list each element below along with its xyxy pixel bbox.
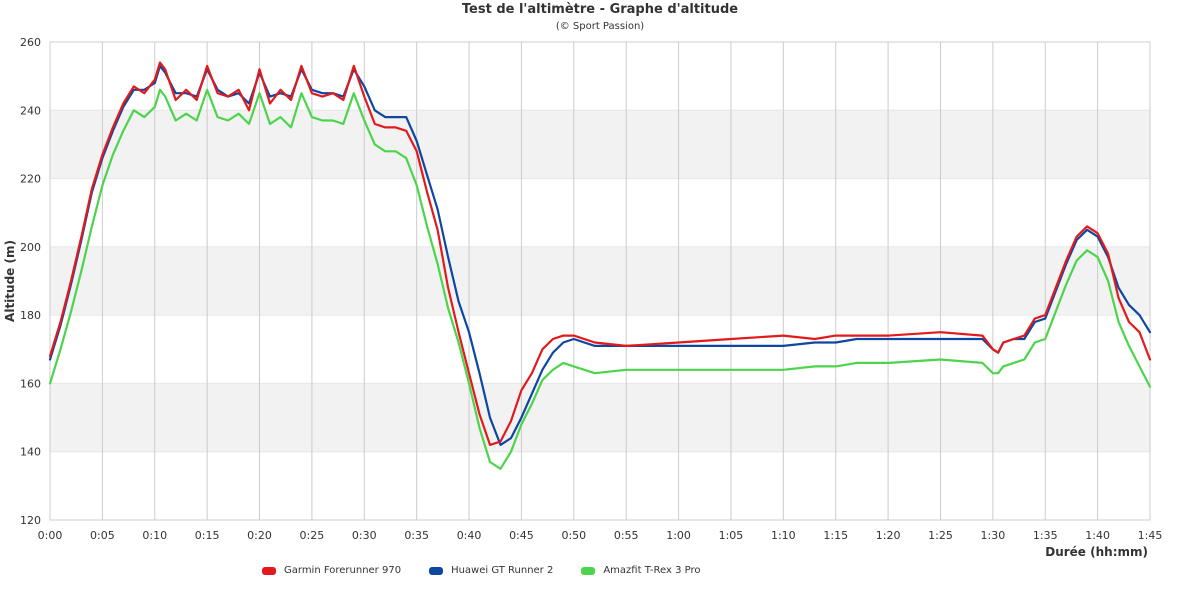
x-tick-label: 0:55 (614, 529, 639, 542)
x-tick-label: 0:45 (509, 529, 534, 542)
series-line-0 (48, 61, 1152, 446)
x-tick-label: 1:35 (1033, 529, 1058, 542)
x-tick-label: 1:00 (666, 529, 691, 542)
x-tick-label: 0:15 (195, 529, 220, 542)
x-tick-label: 1:25 (928, 529, 953, 542)
x-tick-label: 1:45 (1138, 529, 1163, 542)
y-tick-label: 180 (20, 309, 41, 322)
x-tick-label: 0:35 (404, 529, 429, 542)
x-tick-label: 1:05 (719, 529, 744, 542)
y-tick-label: 140 (20, 446, 41, 459)
x-tick-label: 0:30 (352, 529, 377, 542)
x-tick-labels: 0:00 0:05 0:10 0:15 0:20 0:25 0:30 0:35 0:40 0:45… (38, 529, 1163, 542)
y-tick-label: 260 (20, 36, 41, 49)
y-tick-label: 240 (20, 104, 41, 117)
plot-area-border (49, 41, 1151, 521)
x-tick-label: 1:10 (771, 529, 796, 542)
legend-item-garmin[interactable]: Garmin Forerunner 970 (262, 565, 401, 576)
legend-item-amazfit[interactable]: Amazfit T-Rex 3 Pro (581, 565, 700, 576)
x-tick-label: 1:15 (823, 529, 848, 542)
x-tick-label: 0:25 (300, 529, 325, 542)
legend-item-huawei[interactable]: Huawei GT Runner 2 (429, 565, 553, 576)
background-band (50, 246, 1150, 316)
legend-swatch-amazfit (581, 566, 596, 575)
x-tick-label: 0:00 (38, 529, 63, 542)
y-tick-label: 200 (20, 241, 41, 254)
y-tick-label: 120 (20, 514, 41, 527)
background-band (50, 383, 1150, 452)
vertical-gridlines (49, 41, 1151, 521)
series-lines (48, 61, 1152, 470)
background-bands (50, 110, 1150, 452)
x-tick-label: 1:20 (876, 529, 901, 542)
legend-label-amazfit: Amazfit T-Rex 3 Pro (603, 565, 701, 576)
x-tick-label: 1:30 (981, 529, 1006, 542)
x-tick-label: 0:20 (247, 529, 272, 542)
legend-swatch-huawei (429, 566, 444, 575)
y-axis-label: Altitude (m) (3, 240, 17, 322)
chart-title: Test de l'altimètre - Graphe d'altitude (461, 2, 739, 17)
series-line-2 (48, 88, 1152, 470)
background-band (50, 110, 1150, 179)
legend: Garmin Forerunner 970 Huawei GT Runner 2… (262, 565, 728, 576)
y-tick-label: 160 (20, 377, 41, 390)
x-tick-label: 1:40 (1085, 529, 1110, 542)
legend-label-garmin: Garmin Forerunner 970 (284, 565, 402, 576)
y-tick-labels: 120 140 160 180 200 220 240 260 (20, 36, 41, 527)
x-tick-label: 0:10 (142, 529, 167, 542)
legend-label-huawei: Huawei GT Runner 2 (451, 565, 554, 576)
chart-subtitle: (© Sport Passion) (555, 21, 645, 32)
y-tick-label: 220 (20, 173, 41, 186)
legend-swatch-garmin (262, 566, 276, 575)
x-tick-label: 0:40 (457, 529, 482, 542)
x-axis-label: Durée (hh:mm) (1045, 545, 1148, 559)
x-tick-label: 0:50 (561, 529, 586, 542)
x-tick-label: 0:05 (90, 529, 115, 542)
